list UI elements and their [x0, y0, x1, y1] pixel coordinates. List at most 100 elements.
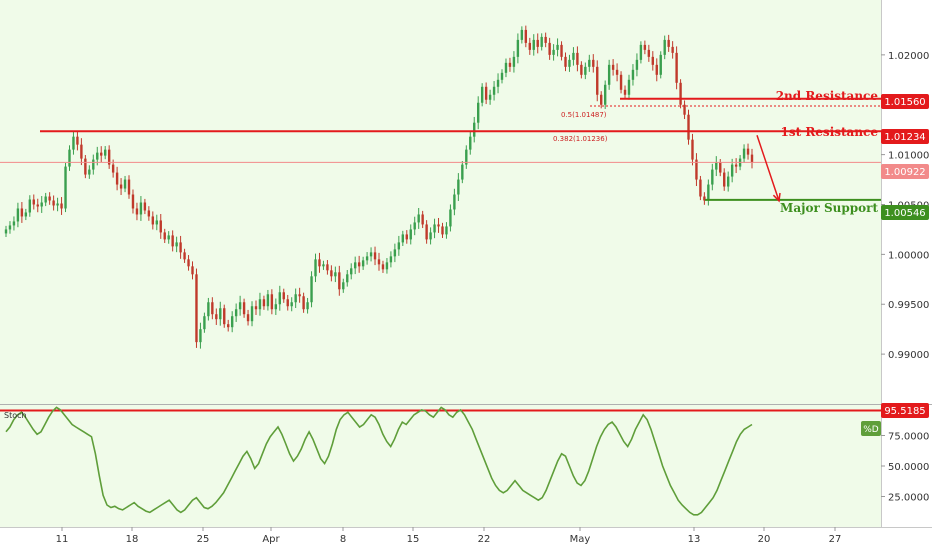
- candle-body: [72, 136, 75, 150]
- candle-body: [568, 59, 571, 67]
- candle-body: [318, 259, 321, 267]
- candle-body: [675, 52, 678, 83]
- fib-0382-label: 0.382(1.01236): [553, 135, 608, 143]
- candle-body: [84, 158, 87, 175]
- candle-body: [461, 164, 464, 180]
- candle-body: [135, 208, 139, 215]
- candle-body: [40, 202, 43, 207]
- candle-body: [417, 214, 420, 223]
- candle-body: [726, 176, 730, 187]
- candle-body: [588, 59, 591, 67]
- candle-body: [92, 159, 95, 170]
- candle-body: [711, 169, 714, 185]
- candle-body: [564, 56, 567, 67]
- candle-body: [175, 242, 178, 247]
- resistance2-tag-text: 1.01560: [884, 97, 925, 108]
- candle-body: [715, 162, 718, 170]
- candle-body: [111, 164, 115, 173]
- candle-body: [8, 225, 12, 230]
- candle-body: [532, 39, 535, 50]
- price-tick-label: 1.02000: [888, 51, 929, 62]
- candle-body: [671, 46, 674, 53]
- candle-body: [480, 86, 484, 103]
- time-tick-label: 20: [758, 534, 771, 545]
- candle-body: [516, 39, 520, 57]
- candle-body: [88, 169, 91, 175]
- candle-body: [603, 84, 607, 105]
- candle-body: [227, 324, 230, 328]
- candle-body: [611, 64, 615, 70]
- candle-body: [596, 66, 599, 95]
- candle-body: [139, 202, 143, 215]
- time-tick-label: 22: [478, 534, 491, 545]
- projection-arrow-line: [756, 135, 780, 202]
- candle-body: [639, 44, 643, 60]
- candle-body: [615, 69, 619, 75]
- candle-body: [492, 86, 496, 95]
- candle-body: [397, 242, 401, 250]
- stoch-tick-label: 75.0000: [888, 432, 929, 443]
- candle-body: [477, 102, 480, 123]
- candle-body: [465, 149, 468, 165]
- stoch-pane-background: [0, 405, 881, 527]
- candle-body: [167, 235, 170, 240]
- time-tick-label: May: [570, 534, 591, 545]
- candle-body: [350, 268, 353, 275]
- candle-body: [314, 259, 317, 277]
- candle-body: [246, 314, 250, 322]
- candle-body: [679, 82, 682, 105]
- candle-body: [484, 86, 488, 100]
- candle-body: [60, 203, 63, 209]
- candle-body: [457, 179, 460, 195]
- price-pane-background: [0, 0, 881, 404]
- candle-body: [155, 220, 158, 225]
- candle-body: [703, 196, 706, 201]
- candle-body: [242, 302, 246, 315]
- candle-body: [488, 94, 492, 100]
- candle-body: [286, 299, 289, 307]
- candle-body: [68, 149, 71, 167]
- candle-body: [266, 294, 270, 307]
- candle-body: [385, 262, 389, 270]
- time-tick-label: Apr: [262, 534, 280, 545]
- candle-body: [32, 199, 35, 205]
- candle-body: [413, 222, 416, 230]
- candle-body: [338, 272, 341, 290]
- candle-body: [607, 64, 611, 85]
- candle-body: [16, 208, 20, 222]
- candle-body: [298, 294, 301, 297]
- candle-body: [441, 226, 444, 235]
- stochastic-layer: 75.0000 50.0000 25.0000: [0, 406, 929, 516]
- candle-body: [548, 42, 551, 55]
- candle-body: [330, 270, 333, 277]
- candle-body: [143, 202, 147, 211]
- candle-body: [524, 29, 528, 43]
- candle-body: [365, 256, 369, 261]
- price-tick-label: 1.00000: [888, 250, 929, 261]
- candle-body: [56, 203, 59, 206]
- candle-body: [544, 36, 547, 43]
- candle-body: [12, 221, 16, 226]
- candle-body: [707, 184, 710, 201]
- candle-body: [282, 292, 285, 300]
- candle-body: [262, 299, 266, 307]
- candle-body: [699, 179, 702, 197]
- candle-body: [76, 136, 79, 145]
- candle-body: [127, 179, 131, 195]
- candle-body: [389, 256, 393, 263]
- candle-body: [377, 259, 381, 265]
- candle-body: [361, 260, 365, 267]
- candle-body: [357, 262, 361, 267]
- candle-body: [584, 66, 587, 75]
- candle-body: [346, 274, 349, 283]
- candle-body: [64, 166, 67, 209]
- candle-body: [667, 39, 670, 47]
- candle-body: [473, 122, 476, 137]
- candle-body: [687, 114, 690, 140]
- candle-body: [576, 52, 579, 65]
- candle-body: [250, 306, 254, 322]
- resistance1-label: 1st Resistance: [781, 125, 879, 139]
- candle-body: [203, 316, 206, 330]
- last-price-tag: [881, 164, 929, 179]
